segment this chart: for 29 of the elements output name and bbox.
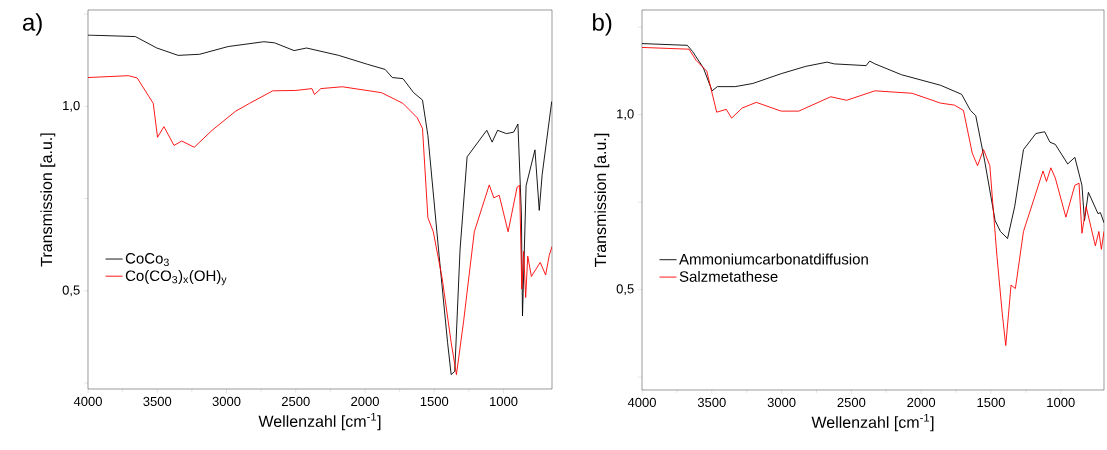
x-tick-label: 3500 <box>697 397 726 407</box>
line-series <box>642 46 1105 347</box>
x-tick-label: 1000 <box>1047 397 1075 407</box>
y-tick-label: 1,0 <box>63 100 80 112</box>
x-axis-title: Wellenzahl [cm$^{-1}$] <box>811 413 934 432</box>
x-tick-label: 3000 <box>767 397 796 407</box>
x-tick-label: 2000 <box>907 397 936 407</box>
y-tick-label: 0,5 <box>616 284 634 295</box>
y-axis-title: Transmission [a.u.] <box>594 133 610 267</box>
chart-title: a) <box>22 13 42 36</box>
x-axis-title: Wellenzahl [cm$^{-1}$] <box>258 412 381 431</box>
x-tick-label: 1000 <box>490 396 518 406</box>
legend-label: Co(CO$_{3}$)$_{x}$(OH)$_{y}$ <box>125 270 227 286</box>
legend-label: Salzmetathese <box>679 270 778 282</box>
legend-label: CoCo$_{3}$ <box>125 253 169 266</box>
x-tick-label: 1500 <box>977 397 1005 407</box>
x-tick-label: 2500 <box>281 396 310 406</box>
chart-title: b) <box>593 13 612 36</box>
y-tick-label: 1,0 <box>617 109 634 120</box>
x-tick-label: 2000 <box>351 396 379 406</box>
x-tick-label: 4000 <box>627 397 656 407</box>
y-tick-label: 0,5 <box>62 285 80 297</box>
x-tick-label: 1500 <box>420 396 449 406</box>
x-tick-label: 3000 <box>212 396 241 406</box>
x-tick-label: 3500 <box>143 396 172 406</box>
x-tick-label: 2500 <box>837 397 866 407</box>
y-axis-title: Transmission [a.u.] <box>40 133 56 267</box>
x-tick-label: 4000 <box>73 396 102 406</box>
legend-label: Ammoniumcarbonatdiffusion <box>679 253 868 265</box>
